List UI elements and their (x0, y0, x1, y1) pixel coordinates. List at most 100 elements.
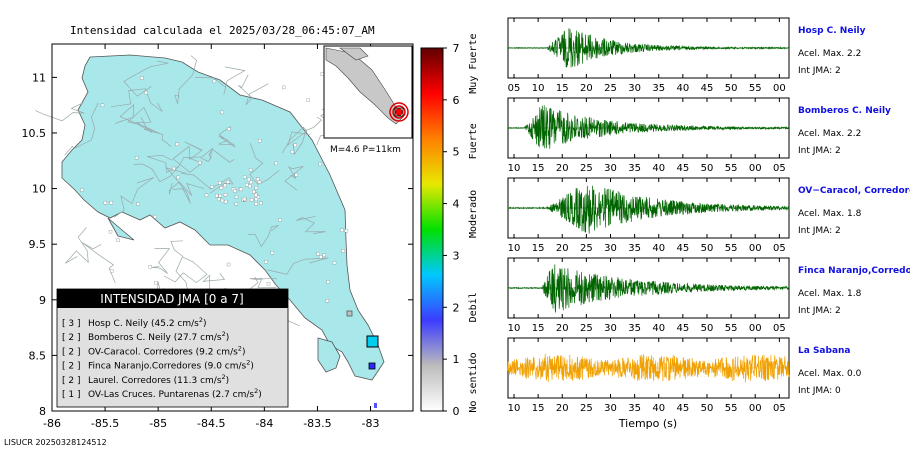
station-jma-intensity: Int JMA: 2 (798, 306, 841, 316)
legend-item-level: [ 2 ] (62, 333, 80, 343)
nicoya-peninsula-tip (107, 217, 135, 241)
town-marker (154, 281, 158, 285)
epicenter-box (394, 107, 404, 117)
lon-tick-label: -86 (43, 417, 61, 430)
town-marker (254, 186, 258, 190)
time-tick-label: 55 (725, 323, 738, 334)
town-marker (249, 180, 253, 184)
lon-tick-label: -83 (362, 417, 380, 430)
town-marker (294, 173, 298, 177)
town-marker (248, 184, 252, 189)
town-marker (239, 187, 243, 192)
road-line (114, 177, 155, 218)
station-jma-intensity: Int JMA: 2 (798, 66, 841, 76)
town-marker (246, 177, 251, 182)
town-marker (282, 85, 286, 90)
time-tick-label: 00 (749, 323, 762, 334)
epicenter-ring (389, 102, 409, 122)
legend-item-text: OV-Caracol. Corredores (9.2 cm/s2) (88, 344, 245, 357)
lat-tick-label: 9 (39, 294, 46, 307)
town-marker (234, 195, 239, 199)
road-line (218, 125, 236, 148)
lon-tick-label: -84.5 (197, 417, 225, 430)
map-title: Intensidad calculada el 2025/03/28_06:45… (70, 24, 375, 37)
town-marker (293, 143, 297, 147)
town-marker (264, 260, 268, 264)
legend-title-bar (57, 289, 288, 308)
town-marker (110, 269, 114, 273)
time-tick-label: 30 (628, 83, 641, 94)
town-marker (344, 229, 349, 233)
time-tick-label: 25 (580, 243, 593, 254)
town-marker (218, 181, 222, 185)
road-line (163, 256, 208, 284)
lat-tick-label: 8.5 (29, 349, 47, 362)
road-line (146, 154, 180, 173)
colorbar-tick-label: 1 (453, 353, 460, 366)
legend-item-text: Finca Naranjo.Corredores (9.0 cm/s2) (88, 359, 254, 372)
town-marker (270, 251, 274, 255)
road-line (170, 240, 190, 297)
time-tick-label: 50 (701, 323, 714, 334)
time-tick-label: 40 (652, 243, 665, 254)
road-line (180, 172, 234, 194)
time-tick-label: 40 (652, 323, 665, 334)
time-tick-label: 20 (556, 323, 569, 334)
town-marker (316, 252, 320, 256)
road-line (165, 167, 191, 204)
time-tick-label: 30 (604, 403, 617, 414)
town-marker (140, 76, 144, 80)
town-marker (218, 194, 222, 198)
time-tick-label: 15 (532, 403, 545, 414)
town-marker (223, 193, 228, 197)
seismogram-waveform (507, 353, 790, 383)
town-marker (274, 161, 278, 166)
seismogram-panel: 10 15 20 25 30 35 40 45 50 55 00 05 OV−Caracol, Corr… (507, 177, 910, 254)
time-tick-label: 10 (508, 323, 521, 334)
inset-map (323, 45, 413, 139)
time-tick-label: 20 (580, 83, 593, 94)
road-line (249, 277, 277, 289)
time-tick-label: 55 (749, 83, 762, 94)
road-line (237, 74, 269, 106)
town-marker (257, 180, 262, 184)
town-marker (320, 72, 324, 76)
town-marker (198, 160, 202, 165)
station-max-accel: Acel. Max. 2.2 (798, 129, 861, 139)
seismogram-panel: 05 10 15 20 25 30 35 40 45 50 55 00 Hosp C. Neily Ace… (507, 17, 866, 94)
town-marker (212, 79, 217, 84)
town-marker (326, 280, 330, 284)
town-marker (220, 110, 224, 115)
intensity-legend: INTENSIDAD JMA [0 a 7] [ 3 ] Hosp C. Neily… (56, 288, 289, 408)
seismogram-waveform (507, 185, 790, 234)
road-line (172, 141, 203, 173)
inset-landmass-north (339, 47, 369, 61)
road-line (81, 242, 116, 284)
colorbar-tick-label: 2 (453, 301, 460, 314)
station-max-accel: Acel. Max. 1.8 (798, 289, 862, 299)
town-marker (322, 253, 326, 257)
costa-rica-landmass (61, 54, 385, 381)
time-tick-label: 35 (628, 403, 641, 414)
colorbar-tick-label: 6 (453, 94, 460, 107)
town-marker (219, 186, 223, 190)
lon-tick-label: -84 (255, 417, 273, 430)
time-tick-label: 20 (556, 163, 569, 174)
station-name: Finca Naranjo,Corredores (798, 266, 910, 276)
town-marker (332, 261, 337, 265)
time-tick-label: 50 (725, 83, 738, 94)
time-tick-label: 30 (604, 243, 617, 254)
seismogram-panel: 10 15 20 25 30 35 40 45 50 55 00 05 Bomberos C. Neil… (507, 97, 891, 174)
town-marker (234, 202, 239, 206)
time-tick-label: 15 (532, 243, 545, 254)
time-tick-label: 40 (652, 163, 665, 174)
time-tick-label: 20 (556, 243, 569, 254)
town-marker (175, 142, 179, 146)
road-line (35, 102, 85, 122)
lat-tick-label: 11 (32, 71, 46, 84)
time-tick-label: 05 (773, 323, 786, 334)
town-marker (243, 175, 247, 179)
town-marker (248, 168, 253, 172)
colorbar-category-label: Fuerte (468, 123, 479, 159)
station-jma-intensity: Int JMA: 2 (798, 146, 841, 156)
